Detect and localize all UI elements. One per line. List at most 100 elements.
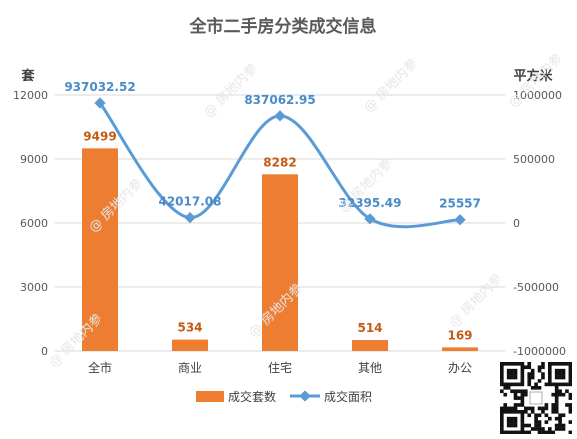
qr-module (568, 375, 572, 380)
qr-module (568, 392, 572, 397)
qr-module (520, 403, 525, 407)
right-tick-label: 0 (513, 217, 520, 230)
qr-module (506, 368, 511, 373)
right-tick-label: -1000000 (513, 345, 566, 358)
right-tick-label: 1000000 (513, 89, 562, 102)
qr-module (568, 406, 572, 411)
qr-module (554, 410, 559, 414)
qr-module (524, 365, 528, 370)
qr-module (548, 368, 552, 373)
qr-module (554, 416, 559, 421)
qr-module (510, 362, 514, 366)
qr-module (520, 423, 525, 428)
qr-module (510, 368, 514, 373)
qr-module (510, 389, 514, 394)
bar-0 (82, 148, 118, 351)
qr-module (530, 375, 535, 380)
qr-module (520, 392, 525, 397)
qr-module (527, 372, 532, 376)
qr-module (541, 406, 545, 411)
right-axis: -1000000 -500000 0 500000 1000000 (513, 89, 566, 358)
qr-module (520, 410, 525, 414)
bar-series: 9499 534 8282 514 169 (82, 129, 478, 351)
qr-module (558, 375, 562, 380)
qr-module (506, 362, 511, 366)
qr-module (530, 368, 535, 373)
line-point-1 (184, 211, 196, 224)
qr-module (554, 386, 559, 390)
qr-module (554, 423, 559, 428)
qr-module (527, 365, 532, 370)
qr-module (544, 413, 549, 418)
qr-module (506, 372, 511, 376)
qr-module (541, 365, 545, 370)
qr-module (500, 382, 504, 387)
qr-module (500, 416, 504, 421)
line-point-3 (364, 213, 376, 225)
qr-module (500, 413, 504, 418)
qr-module (530, 372, 535, 376)
qr-module (541, 430, 545, 434)
qr-module (561, 375, 566, 380)
qr-module (554, 375, 559, 380)
qr-module (561, 427, 566, 431)
qr-module (558, 423, 562, 428)
qr-module (527, 379, 532, 383)
qr-module (537, 427, 542, 431)
qr-module (530, 386, 535, 390)
qr-module (561, 392, 566, 397)
qr-module (554, 389, 559, 394)
line-value-label: 42017.08 (158, 195, 221, 209)
qr-module (568, 430, 572, 434)
qr-module (510, 410, 514, 414)
legend-bar-swatch (196, 391, 224, 402)
qr-module (527, 413, 532, 418)
qr-module (513, 368, 518, 373)
qr-module (520, 416, 525, 421)
qr-module (534, 420, 538, 424)
qr-module (541, 427, 545, 431)
qr-module (500, 389, 504, 394)
qr-module (534, 413, 538, 418)
qr-module (503, 410, 508, 414)
qr-module (527, 406, 532, 411)
qr-module (548, 375, 552, 380)
qr-module (537, 368, 542, 373)
qr-module (558, 392, 562, 397)
qr-module (537, 406, 542, 411)
qr-module (544, 382, 549, 387)
qr-module (568, 382, 572, 387)
qr-module (500, 368, 504, 373)
qr-module (537, 365, 542, 370)
qr-module (520, 362, 525, 366)
qr-module (520, 379, 525, 383)
qr-module (520, 368, 525, 373)
qr-module (541, 410, 545, 414)
qr-module (513, 362, 518, 366)
line-value-label: 837062.95 (244, 93, 315, 107)
qr-module (517, 396, 521, 400)
qr-module (506, 406, 511, 411)
qr-module (520, 396, 525, 400)
qr-logo-icon (529, 391, 543, 405)
qr-module (534, 423, 538, 428)
qr-module (520, 399, 525, 404)
qr-module (554, 382, 559, 387)
qr-module (500, 410, 504, 414)
qr-module (506, 386, 511, 390)
bar-2 (262, 174, 298, 351)
qr-module (534, 382, 538, 387)
qr-module (537, 423, 542, 428)
qr-module (568, 410, 572, 414)
qr-module (510, 430, 514, 434)
qr-module (541, 372, 545, 376)
qr-module (548, 416, 552, 421)
legend-bar-label: 成交套数 (228, 389, 276, 404)
qr-module (544, 406, 549, 411)
qr-module (554, 399, 559, 404)
qr-module (500, 379, 504, 383)
qr-module (568, 372, 572, 376)
qr-module (561, 423, 566, 428)
qr-module (503, 386, 508, 390)
